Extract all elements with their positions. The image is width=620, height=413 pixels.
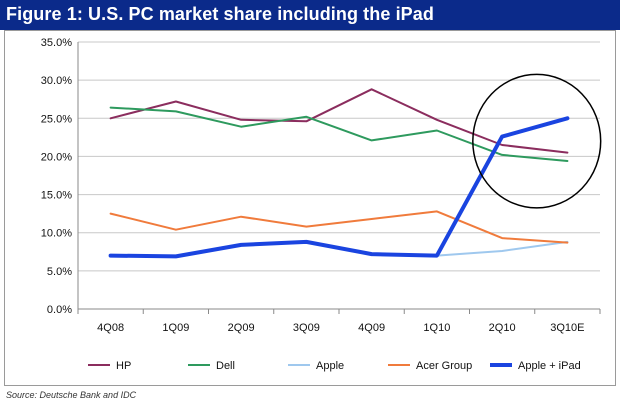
series-lines — [108, 88, 570, 259]
chart-frame — [4, 30, 616, 386]
legend-label: Acer Group — [416, 360, 472, 372]
highlight-ellipse — [472, 73, 602, 209]
x-tick-label: 4Q09 — [358, 322, 385, 334]
series-line-hp — [109, 88, 569, 154]
y-tick-label: 35.0% — [41, 37, 72, 49]
x-tick-label: 3Q09 — [293, 322, 320, 334]
x-tick-label: 1Q09 — [162, 322, 189, 334]
figure-title: Figure 1: U.S. PC market share including… — [6, 4, 434, 24]
y-tick-label: 25.0% — [41, 113, 72, 125]
y-tick-label: 5.0% — [47, 266, 72, 278]
x-tick-label: 1Q10 — [423, 322, 450, 334]
x-tick-label: 2Q09 — [228, 322, 255, 334]
annotations — [472, 73, 602, 209]
y-tick-label: 20.0% — [41, 151, 72, 163]
legend-label: Apple — [316, 360, 344, 372]
legend: HP Dell Apple Acer Group Apple + iPad — [88, 360, 581, 372]
x-tick-label: 2Q10 — [489, 322, 516, 334]
y-tick-label: 30.0% — [41, 75, 72, 87]
legend-label: HP — [116, 360, 131, 372]
series-line-apple-ipad — [108, 116, 570, 259]
y-tick-label: 10.0% — [41, 228, 72, 240]
axes: 0.0% 5.0% 10.0% 15.0% 20.0% 25.0% 30.0% 35.0% 4Q… — [41, 37, 601, 334]
series-line-acer-group — [109, 210, 569, 244]
x-tick-label: 3Q10E — [550, 322, 584, 334]
x-tick-label: 4Q08 — [97, 322, 124, 334]
source-note: Source: Deutsche Bank and IDC — [6, 390, 137, 400]
series-line-dell — [109, 106, 569, 162]
legend-label: Apple + iPad — [518, 360, 581, 372]
y-tick-label: 15.0% — [41, 190, 72, 202]
title-bar: Figure 1: U.S. PC market share including… — [0, 0, 620, 30]
y-tick-label: 0.0% — [47, 304, 72, 316]
legend-label: Dell — [216, 360, 235, 372]
